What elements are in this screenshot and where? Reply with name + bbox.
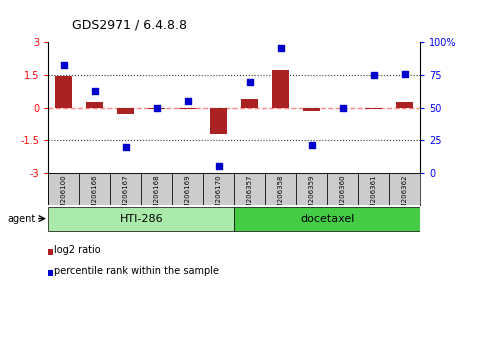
Bar	[265, 173, 296, 205]
Text: GSM206362: GSM206362	[402, 175, 408, 217]
Bar	[272, 70, 289, 108]
Bar	[110, 173, 142, 205]
Text: GSM206358: GSM206358	[278, 175, 284, 217]
Text: GSM206359: GSM206359	[309, 175, 315, 217]
Point	[215, 164, 223, 169]
Point	[339, 105, 347, 110]
Text: GSM206167: GSM206167	[123, 175, 129, 217]
Bar	[303, 108, 320, 111]
Bar	[86, 102, 103, 108]
Point	[308, 143, 315, 148]
Text: log2 ratio: log2 ratio	[54, 245, 101, 255]
Point	[122, 144, 129, 149]
Bar	[117, 108, 134, 114]
Bar	[241, 99, 258, 108]
Point	[370, 72, 378, 78]
Point	[91, 88, 99, 93]
Text: GSM206166: GSM206166	[92, 175, 98, 217]
Point	[153, 105, 161, 110]
Text: GSM206169: GSM206169	[185, 175, 191, 217]
Bar	[48, 173, 79, 205]
Text: GSM206100: GSM206100	[61, 175, 67, 217]
Bar	[148, 108, 165, 109]
Point	[277, 45, 284, 51]
Bar	[210, 108, 227, 134]
Bar	[296, 173, 327, 205]
Bar	[327, 173, 358, 205]
Text: GSM206360: GSM206360	[340, 175, 346, 217]
Bar	[179, 108, 196, 109]
Bar	[55, 76, 72, 108]
Bar	[79, 173, 110, 205]
Text: GSM206361: GSM206361	[371, 175, 377, 217]
Bar	[234, 207, 420, 230]
Bar	[365, 108, 382, 109]
Point	[401, 71, 409, 76]
Text: HTI-286: HTI-286	[119, 213, 163, 224]
Text: GDS2971 / 6.4.8.8: GDS2971 / 6.4.8.8	[72, 19, 187, 32]
Bar	[234, 173, 265, 205]
Bar	[203, 173, 234, 205]
Point	[60, 62, 68, 68]
Bar	[389, 173, 420, 205]
Text: GSM206170: GSM206170	[216, 175, 222, 217]
Text: percentile rank within the sample: percentile rank within the sample	[54, 266, 219, 276]
Bar	[48, 207, 234, 230]
Bar	[396, 102, 413, 108]
Bar	[172, 173, 203, 205]
Point	[246, 79, 254, 84]
Bar	[141, 173, 172, 205]
Text: docetaxel: docetaxel	[300, 213, 355, 224]
Text: GSM206168: GSM206168	[154, 175, 160, 217]
Bar	[358, 173, 389, 205]
Point	[184, 98, 192, 104]
Text: GSM206357: GSM206357	[247, 175, 253, 217]
Text: agent: agent	[7, 213, 35, 224]
